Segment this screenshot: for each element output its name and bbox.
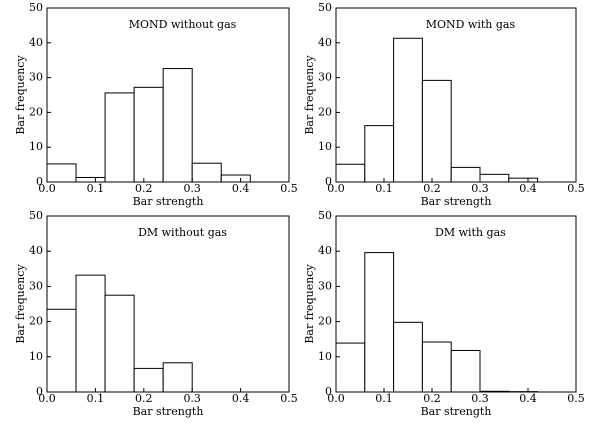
y-tick-label: 40 <box>318 244 332 257</box>
y-tick-label: 10 <box>318 140 332 153</box>
y-tick-label: 50 <box>318 209 332 222</box>
panel-title: DM without gas <box>138 226 227 239</box>
y-tick-label: 20 <box>29 105 43 118</box>
x-tick-label: 0.5 <box>567 392 585 405</box>
x-tick-label: 0.0 <box>327 182 345 195</box>
x-tick-label: 0.2 <box>135 392 153 405</box>
y-tick-label: 0 <box>325 175 332 188</box>
x-tick-label: 0.5 <box>567 182 585 195</box>
x-tick-label: 0.1 <box>87 182 105 195</box>
x-tick-label: 0.2 <box>423 182 441 195</box>
x-tick-label: 0.3 <box>471 182 489 195</box>
bar <box>46 163 77 183</box>
x-tick-label: 0.1 <box>87 392 105 405</box>
x-tick-label: 0.4 <box>232 182 250 195</box>
x-tick-label: 0.0 <box>38 392 56 405</box>
bar <box>75 274 106 393</box>
panel-title: MOND with gas <box>426 18 516 31</box>
panel-title: DM with gas <box>435 226 506 239</box>
x-tick-label: 0.0 <box>327 392 345 405</box>
y-tick-label: 10 <box>29 140 43 153</box>
x-axis-label: Bar strength <box>421 405 492 418</box>
plot-frame <box>46 215 290 393</box>
y-axis-label: Bar frequency <box>303 55 316 135</box>
y-tick-label: 30 <box>29 279 43 292</box>
y-tick-label: 40 <box>29 244 43 257</box>
x-axis-label: Bar strength <box>421 195 492 208</box>
plot-frame <box>335 7 577 183</box>
bar <box>421 341 452 393</box>
y-tick-label: 40 <box>29 36 43 49</box>
y-tick-label: 10 <box>29 350 43 363</box>
bar <box>479 173 510 183</box>
y-tick-label: 30 <box>318 279 332 292</box>
y-tick-label: 50 <box>29 1 43 14</box>
y-tick-label: 20 <box>29 315 43 328</box>
plot-frame <box>335 215 577 393</box>
x-tick-label: 0.1 <box>375 392 393 405</box>
bar <box>191 162 222 183</box>
y-tick-label: 0 <box>325 385 332 398</box>
bar <box>364 252 395 393</box>
bar <box>393 37 423 183</box>
y-axis-label: Bar frequency <box>14 264 27 344</box>
y-axis-label: Bar frequency <box>303 264 316 344</box>
x-axis-label: Bar strength <box>133 405 204 418</box>
panel-title: MOND without gas <box>129 18 237 31</box>
y-tick-label: 0 <box>36 175 43 188</box>
x-tick-label: 0.5 <box>280 392 298 405</box>
y-tick-label: 10 <box>318 350 332 363</box>
y-tick-label: 50 <box>318 1 332 14</box>
x-tick-label: 0.0 <box>38 182 56 195</box>
y-tick-label: 20 <box>318 105 332 118</box>
bar <box>450 349 481 393</box>
bar <box>335 342 366 393</box>
bar <box>450 166 481 183</box>
bar <box>46 308 77 393</box>
x-tick-label: 0.4 <box>232 392 250 405</box>
x-tick-label: 0.3 <box>183 182 201 195</box>
x-tick-label: 0.3 <box>471 392 489 405</box>
x-axis-label: Bar strength <box>133 195 204 208</box>
bar <box>162 68 193 183</box>
y-axis-label: Bar frequency <box>14 55 27 135</box>
x-tick-label: 0.5 <box>280 182 298 195</box>
bar <box>220 174 251 183</box>
x-tick-label: 0.1 <box>375 182 393 195</box>
y-tick-label: 30 <box>318 71 332 84</box>
bar <box>335 163 366 183</box>
bar <box>162 362 193 393</box>
bar <box>104 92 135 183</box>
y-tick-label: 0 <box>36 385 43 398</box>
y-tick-label: 40 <box>318 36 332 49</box>
bar <box>133 86 164 183</box>
x-tick-label: 0.4 <box>519 392 537 405</box>
x-tick-label: 0.4 <box>519 182 537 195</box>
bar <box>364 125 395 183</box>
y-tick-label: 20 <box>318 315 332 328</box>
x-tick-label: 0.3 <box>183 392 201 405</box>
y-tick-label: 50 <box>29 209 43 222</box>
y-tick-label: 30 <box>29 71 43 84</box>
bar <box>421 79 452 183</box>
plot-frame <box>46 7 290 183</box>
x-tick-label: 0.2 <box>423 392 441 405</box>
bar <box>133 367 164 393</box>
bar <box>393 321 423 393</box>
x-tick-label: 0.2 <box>135 182 153 195</box>
bar <box>104 294 135 393</box>
